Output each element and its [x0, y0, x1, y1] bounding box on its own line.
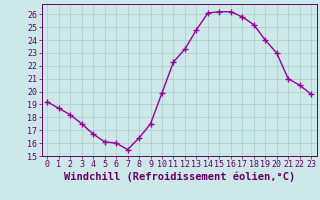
X-axis label: Windchill (Refroidissement éolien,°C): Windchill (Refroidissement éolien,°C) [64, 172, 295, 182]
